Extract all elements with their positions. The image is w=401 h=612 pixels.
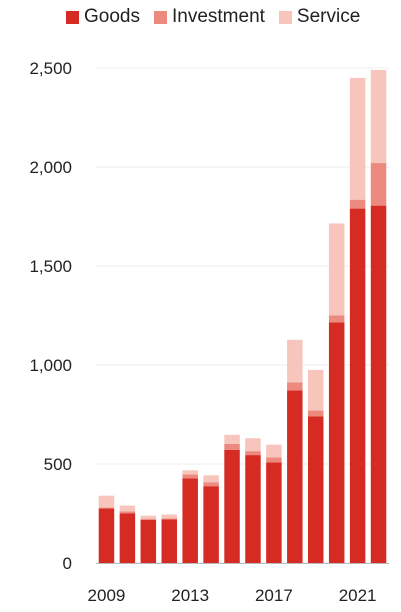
y-tick-label: 0 [63,554,72,573]
legend-item-service: Service [278,6,361,28]
bar-goods-2012 [161,519,177,563]
y-tick-label: 1,000 [29,356,72,375]
y-tick-label: 500 [44,455,72,474]
bar-service-2016 [245,438,261,452]
bar-goods-2020 [328,322,345,563]
bar-service-2020 [328,223,345,316]
bar-investment-2015 [224,443,240,450]
bar-investment-2017 [266,457,282,463]
bar-service-2011 [140,515,157,519]
bar-investment-2011 [140,518,157,520]
bar-investment-2013 [182,474,198,479]
bar-investment-2010 [119,511,136,514]
x-tick-label: 2021 [339,586,377,605]
gridlines [96,67,389,465]
bar-goods-2015 [224,449,240,563]
bar-investment-2022 [370,163,387,206]
bar-service-2013 [182,470,198,475]
x-tick-label: 2013 [171,586,209,605]
bar-goods-2019 [308,416,324,563]
bar-goods-2016 [245,455,261,563]
bar-goods-2013 [182,478,198,563]
bar-service-2018 [287,339,303,383]
bar-investment-2014 [203,482,219,487]
legend-swatch-service [278,10,292,24]
bar-goods-2010 [119,513,136,563]
bar-service-2017 [266,444,282,458]
y-tick-label: 1,500 [29,257,72,276]
x-axis: 2009 2013 2017 2021 [88,563,389,605]
bar-service-2015 [224,434,240,444]
y-axis: 0 500 1,000 1,500 2,000 2,500 [29,59,72,573]
bar-investment-2016 [245,451,261,456]
bar-investment-2009 [98,507,115,509]
bar-investment-2019 [308,410,324,417]
bar-service-2010 [119,505,136,512]
bar-goods-2018 [287,390,303,563]
x-tick-label: 2009 [88,586,126,605]
bar-investment-2018 [287,382,303,391]
y-tick-label: 2,000 [29,158,72,177]
bar-investment-2021 [349,199,366,209]
bar-service-2009 [98,495,115,508]
legend-item-investment: Investment [153,6,265,28]
bar-investment-2012 [161,518,177,520]
legend-swatch-investment [153,10,167,24]
legend-swatch-goods [66,10,79,24]
bar-goods-2014 [203,486,219,563]
bar-goods-2017 [266,462,282,563]
legend-item-goods: Goods [66,6,140,28]
chart-legend: Goods Investment Service [66,6,360,28]
bar-goods-2022 [370,205,387,564]
legend-label-goods: Goods [84,6,140,27]
bar-goods-2009 [98,508,115,563]
bar-service-2014 [203,475,219,483]
y-tick-label: 2,500 [29,59,72,78]
x-tick-label: 2017 [255,586,293,605]
bar-investment-2020 [328,315,345,323]
bar-service-2012 [161,514,177,519]
bar-service-2021 [349,77,366,200]
bar-goods-2011 [140,519,157,563]
bars [98,69,387,564]
legend-label-service: Service [296,6,361,27]
bar-service-2019 [308,369,324,411]
legend-label-investment: Investment [171,6,265,27]
bar-service-2022 [370,69,387,164]
bar-goods-2021 [349,208,366,563]
